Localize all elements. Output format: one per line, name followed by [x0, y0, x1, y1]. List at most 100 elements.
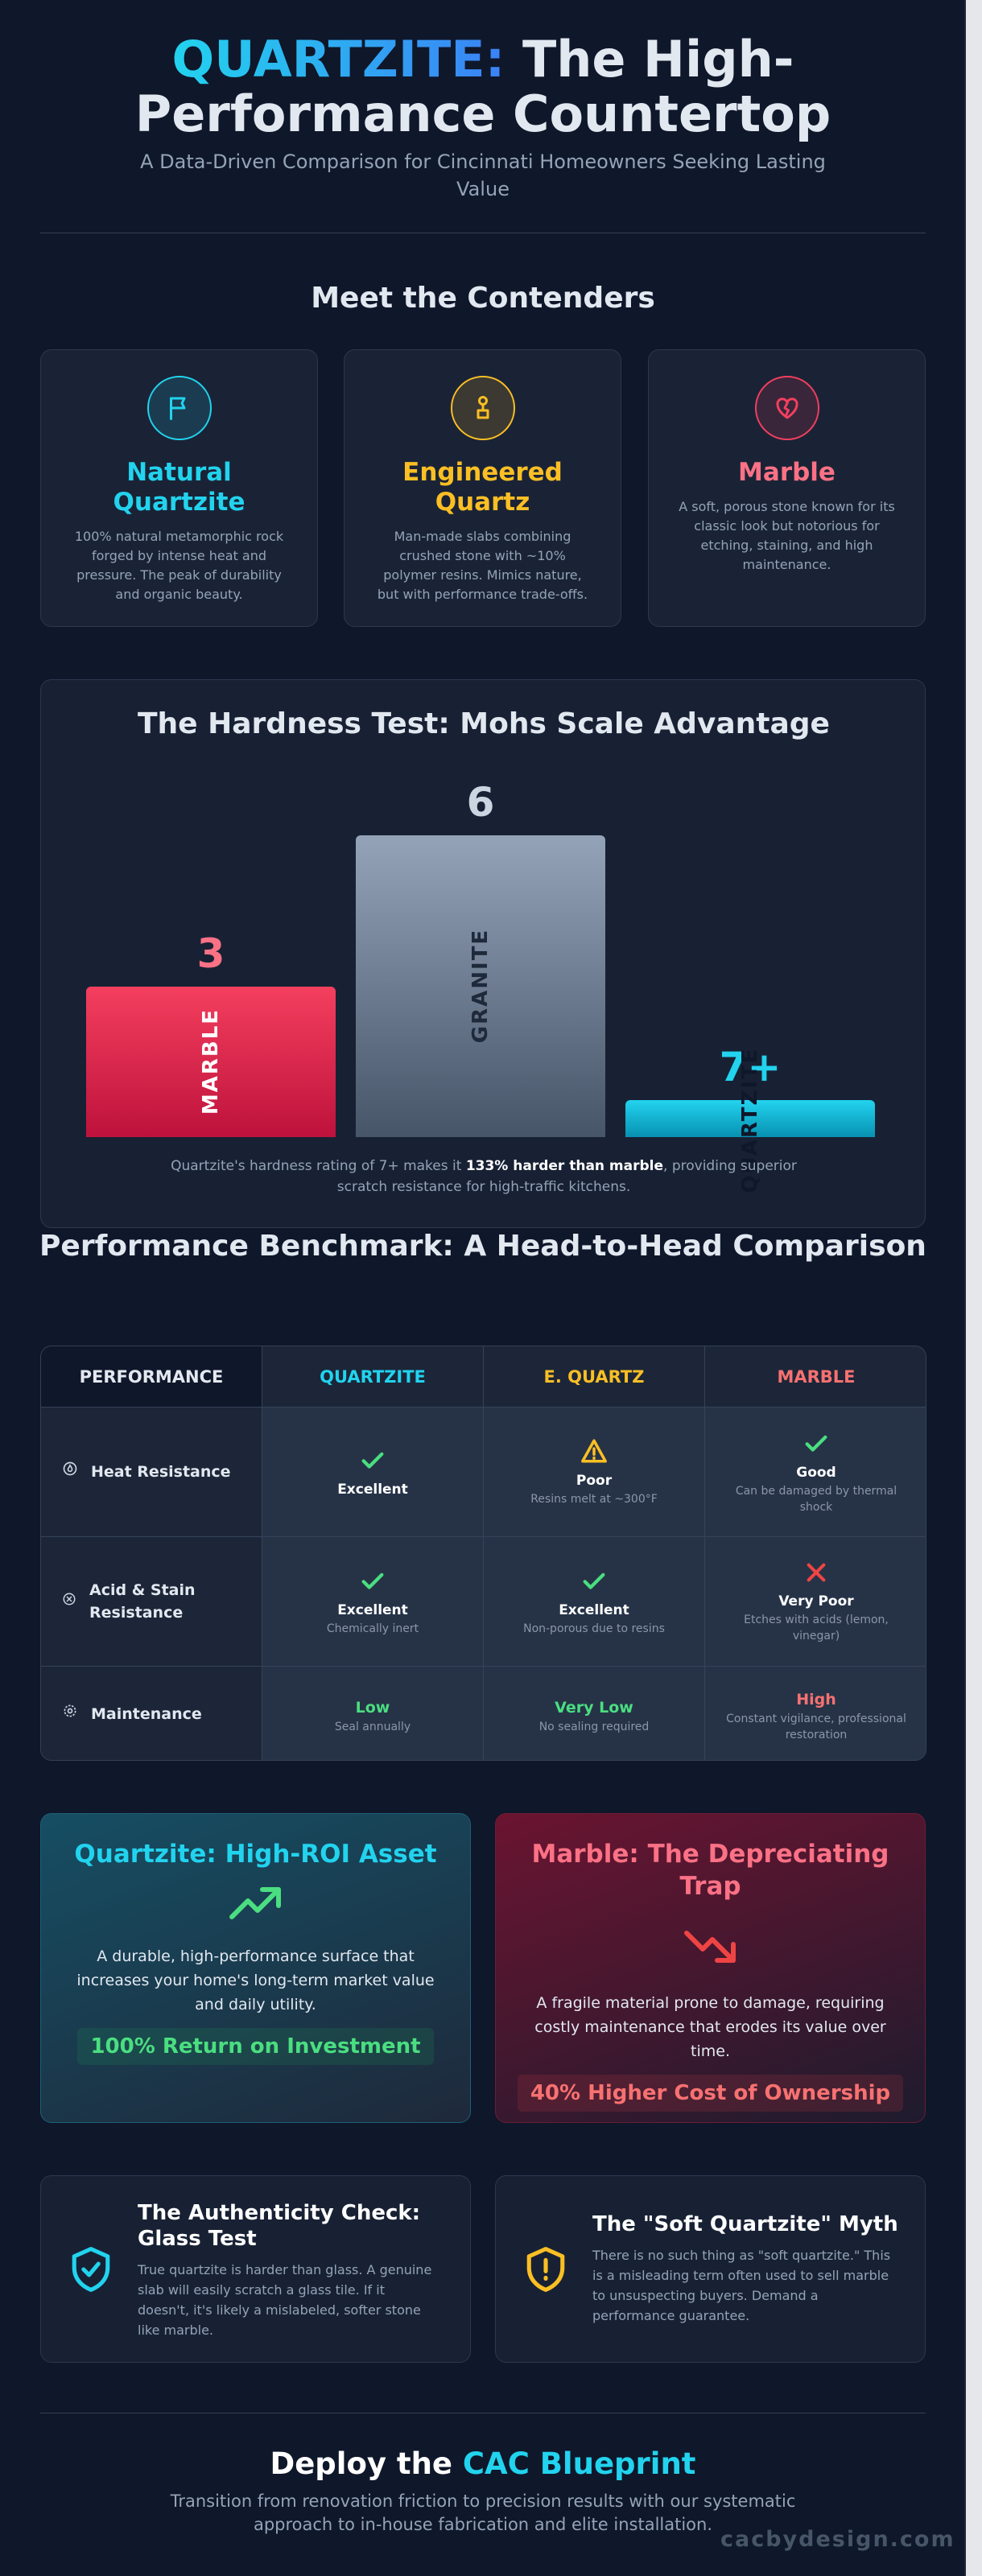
hardness-heading: The Hardness Test: Mohs Scale Advantage: [138, 707, 830, 740]
bar-value-label: 7+: [719, 1044, 782, 1090]
roi-card-quartzite: Quartzite: High-ROI Asset A durable, hig…: [40, 1813, 471, 2123]
row-label: Maintenance: [91, 1705, 202, 1723]
bar-value-label: 6: [466, 779, 495, 826]
benchmark-heading: Performance Benchmark: A Head-to-Head Co…: [39, 1230, 926, 1263]
benchmark-table: PERFORMANCE QUARTZITE E. QUARTZ MARBLE H…: [40, 1346, 926, 1761]
broken-heart-icon: [754, 376, 819, 440]
row-label: Heat Resistance: [91, 1463, 231, 1481]
table-cell: Good Can be damaged by thermal shock: [705, 1408, 926, 1537]
title-rest: The High-Performance Countertop: [134, 30, 831, 143]
cell-rating: Excellent: [337, 1482, 408, 1498]
caption-text: , providing superior scratch resistance …: [336, 1158, 797, 1195]
footer-title-accent: CAC Blueprint: [462, 2446, 696, 2481]
hardness-chart: 3 MARBLE 6 GRANITE 7+ QUARTZITE: [41, 680, 926, 1229]
cell-rating: Excellent: [337, 1601, 408, 1618]
shield-check-icon: [68, 2245, 113, 2297]
column-header-label: QUARTZITE: [320, 1366, 426, 1387]
table-cell: Excellent Non-porous due to resins: [484, 1537, 705, 1667]
cell-rating: Very Low: [555, 1698, 633, 1717]
caption-text: Quartzite's hardness rating of 7+ makes …: [171, 1158, 466, 1174]
droplet-icon: [62, 1590, 76, 1613]
myth-description: There is no such thing as "soft quartzit…: [592, 2248, 891, 2323]
roi-badge: 40% Higher Cost of Ownership: [517, 2075, 904, 2112]
contender-card-engineered-quartz: Engineered Quartz Man-made slabs combini…: [344, 349, 621, 627]
footer-title-text: Deploy the: [270, 2446, 463, 2481]
myth-title: The "Soft Quartzite" Myth: [592, 2212, 898, 2236]
page-edge: [966, 0, 982, 2576]
contender-description: A soft, porous stone known for its class…: [679, 499, 895, 572]
row-label: Acid & Stain Resistance: [89, 1581, 196, 1622]
roi-description: A durable, high-performance surface that…: [76, 1947, 435, 2013]
shield-alert-icon: [523, 2245, 568, 2297]
table-cell: Very Poor Etches with acids (lemon, vine…: [705, 1537, 926, 1667]
table-cell: Excellent: [262, 1408, 484, 1537]
flame-icon: [62, 1461, 78, 1483]
column-header-label: E. QUARTZ: [543, 1366, 645, 1387]
watermark: cacbydesign.com: [720, 2527, 955, 2552]
check-icon: [359, 1446, 386, 1477]
column-header-label: MARBLE: [777, 1366, 856, 1387]
page-subtitle: A Data-Driven Comparison for Cincinnati …: [140, 150, 826, 200]
contender-name: Marble: [738, 458, 836, 487]
table-cell: Excellent Chemically inert: [262, 1537, 484, 1667]
trend-down-icon: [496, 1927, 925, 1968]
cross-icon: [803, 1560, 829, 1589]
flag-icon: [146, 376, 212, 440]
cell-note: No sealing required: [538, 1720, 650, 1733]
column-header: PERFORMANCE: [41, 1346, 262, 1408]
check-icon: [580, 1567, 608, 1597]
table-cell: Poor Resins melt at ~300°F: [484, 1408, 705, 1537]
contender-description: Man-made slabs combining crushed stone w…: [377, 529, 588, 602]
myth-description: True quartzite is harder than glass. A g…: [138, 2262, 432, 2338]
cell-rating: Low: [355, 1698, 390, 1717]
bar-marble: [86, 987, 336, 1137]
cell-note: Seal annually: [334, 1720, 411, 1733]
table-row-label: Acid & Stain Resistance: [41, 1537, 262, 1667]
trend-up-icon: [41, 1885, 470, 1927]
contender-card-marble: Marble A soft, porous stone known for it…: [648, 349, 926, 627]
cell-note: Chemically inert: [326, 1622, 419, 1635]
column-header: QUARTZITE: [262, 1346, 484, 1408]
table-cell: Very Low No sealing required: [484, 1667, 705, 1760]
contender-description: 100% natural metamorphic rock forged by …: [74, 529, 284, 602]
person-icon: [450, 376, 515, 440]
cell-note: Etches with acids (lemon, vinegar): [744, 1613, 889, 1642]
cell-rating: High: [796, 1690, 836, 1708]
footer-title: Deploy the CAC Blueprint: [0, 2446, 966, 2481]
soft-quartzite-card: The "Soft Quartzite" Myth There is no su…: [495, 2175, 926, 2363]
contender-card-quartzite: Natural Quartzite 100% natural metamorph…: [40, 349, 318, 627]
footer-description: Transition from renovation friction to p…: [170, 2492, 796, 2534]
title-accent: QUARTZITE:: [171, 30, 505, 89]
contenders-heading: Meet the Contenders: [311, 282, 655, 315]
caption-highlight: 133% harder than marble: [465, 1158, 664, 1174]
roi-description: A fragile material prone to damage, requ…: [534, 1994, 886, 2060]
table-cell: High Constant vigilance, professional re…: [705, 1667, 926, 1760]
check-icon: [359, 1567, 386, 1597]
cell-rating: Good: [796, 1464, 836, 1481]
warning-icon: [580, 1437, 609, 1468]
page-title: QUARTZITE: The High-Performance Countert…: [0, 32, 966, 142]
roi-title: Quartzite: High-ROI Asset: [74, 1840, 437, 1869]
myth-title: The Authenticity Check: Glass Test: [138, 2201, 421, 2251]
glass-test-card: The Authenticity Check: Glass Test True …: [40, 2175, 471, 2363]
roi-badge: 100% Return on Investment: [77, 2028, 434, 2065]
cell-rating: Excellent: [559, 1601, 629, 1618]
column-header: MARBLE: [705, 1346, 926, 1408]
column-header-label: PERFORMANCE: [79, 1366, 224, 1387]
roi-title: Marble: The Depreciating Trap: [531, 1840, 889, 1901]
cell-rating: Very Poor: [778, 1593, 854, 1609]
contender-name: Engineered Quartz: [402, 458, 563, 517]
table-row-label: Maintenance: [41, 1667, 262, 1760]
roi-card-marble: Marble: The Depreciating Trap A fragile …: [495, 1813, 926, 2123]
cell-note: Non-porous due to resins: [523, 1622, 665, 1635]
check-icon: [803, 1429, 830, 1460]
cell-note: Constant vigilance, professional restora…: [726, 1712, 906, 1741]
hardness-panel: The Hardness Test: Mohs Scale Advantage …: [40, 679, 926, 1228]
bar-category-label: MARBLE: [199, 1008, 223, 1115]
table-row-label: Heat Resistance: [41, 1408, 262, 1537]
bar-granite: [356, 835, 605, 1137]
cell-rating: Poor: [576, 1472, 613, 1489]
cell-note: Resins melt at ~300°F: [530, 1492, 658, 1506]
table-cell: Low Seal annually: [262, 1667, 484, 1760]
